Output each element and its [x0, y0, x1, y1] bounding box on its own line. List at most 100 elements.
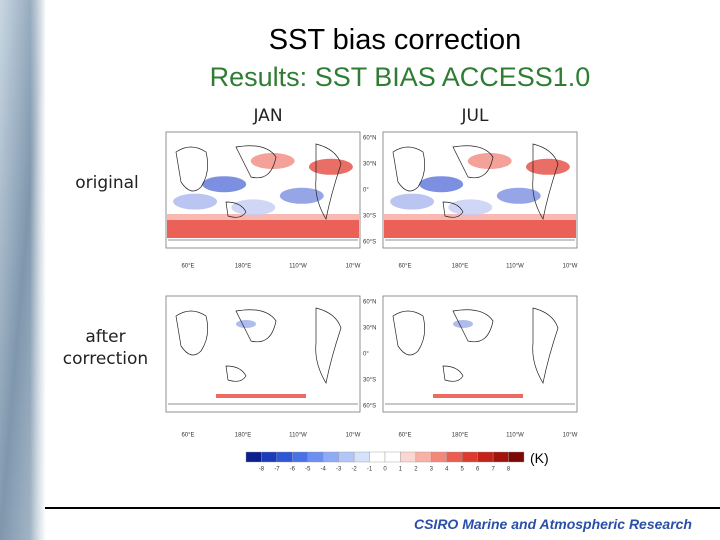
colorbar-label: 8: [507, 467, 511, 473]
lat-label: 0°: [363, 352, 369, 358]
lon-label: 10°W: [346, 433, 361, 439]
colorbar-cell: [477, 451, 494, 463]
column-label: JUL: [461, 106, 489, 126]
map-panel: [165, 131, 361, 249]
lon-label: 180°E: [452, 264, 468, 270]
lat-label: 30°N: [363, 326, 376, 332]
bias-blob: [236, 320, 256, 328]
map-panel: [382, 131, 578, 249]
colorbar: -8 -7 -6 -5 -4 -3 -2 -1 0 1 2 3 4 5 6 7 8: [245, 451, 525, 473]
colorbar-label: 6: [476, 467, 480, 473]
lon-label: 10°W: [563, 433, 578, 439]
map-panel: [165, 295, 361, 413]
lat-label: 0°: [363, 188, 369, 194]
bias-band: [433, 394, 523, 398]
bias-blob: [448, 199, 493, 216]
lon-label: 60°E: [181, 433, 194, 439]
colorbar-label: -3: [336, 467, 342, 473]
colorbar-cell: [292, 451, 308, 463]
lon-label: 110°W: [506, 264, 524, 270]
colorbar-cell: [323, 451, 339, 463]
lat-label: 60°N: [363, 300, 376, 306]
footer: CSIRO Marine and Atmospheric Research: [413, 516, 692, 532]
colorbar-cell: [338, 451, 355, 463]
colorbar-label: 3: [430, 467, 434, 473]
title: SST bias correction: [268, 24, 522, 56]
colorbar-label: -6: [290, 467, 296, 473]
bias-band: [384, 214, 576, 220]
colorbar-cell: [276, 451, 293, 463]
colorbar-label: -1: [367, 467, 373, 473]
colorbar-cell: [431, 451, 447, 463]
coastline: [175, 307, 342, 384]
colorbar-cell: [261, 451, 278, 463]
bias-band: [384, 220, 576, 238]
colorbar-cell: [353, 451, 370, 463]
bias-band: [216, 394, 306, 398]
colorbar-label: -8: [259, 467, 265, 473]
lat-label: 60°N: [363, 136, 376, 142]
colorbar-label: -7: [274, 467, 280, 473]
colorbar-cell: [462, 451, 478, 463]
row-label: after correction: [62, 327, 149, 369]
row-label: original: [75, 173, 139, 193]
lon-label: 110°W: [289, 433, 307, 439]
colorbar-cell: [384, 451, 401, 463]
bias-blob: [419, 176, 464, 193]
lat-label: 60°S: [363, 240, 376, 246]
lon-label: 60°E: [181, 264, 194, 270]
colorbar-cell: [369, 451, 386, 463]
bias-blob: [390, 193, 435, 210]
bias-blob: [231, 199, 276, 216]
colorbar-cell: [307, 451, 324, 463]
coastline: [392, 143, 559, 220]
coastline: [175, 143, 342, 220]
bias-blob: [250, 153, 295, 169]
colorbar-label: -4: [321, 467, 327, 473]
colorbar-cell: [245, 451, 262, 463]
lat-label: 30°S: [363, 378, 376, 384]
lon-label: 180°E: [235, 433, 251, 439]
colorbar-label: 1: [399, 467, 403, 473]
bias-blob: [525, 158, 570, 175]
bias-blob: [453, 320, 473, 328]
bias-blob: [308, 158, 353, 175]
map-frame: [165, 295, 361, 413]
lon-label: 180°E: [235, 264, 251, 270]
bias-band: [167, 220, 359, 238]
bias-band: [167, 214, 359, 220]
bias-blob: [202, 176, 247, 193]
column-label: JAN: [253, 106, 283, 126]
bias-blob: [496, 187, 541, 204]
colorbar-cell: [492, 451, 509, 463]
colorbar-label: 2: [414, 467, 418, 473]
subtitle: Results: SST BIAS ACCESS1.0: [209, 62, 591, 92]
map-panel: [382, 295, 578, 413]
lon-label: 10°W: [346, 264, 361, 270]
colorbar-label: 0: [383, 467, 387, 473]
map-frame: [382, 295, 578, 413]
lon-label: 110°W: [506, 433, 524, 439]
colorbar-cell: [415, 451, 432, 463]
lon-label: 10°W: [563, 264, 578, 270]
bias-blob: [173, 193, 218, 210]
colorbar-cell: [446, 451, 463, 463]
side-fade: [30, 0, 46, 540]
colorbar-cell: [508, 451, 525, 463]
lat-label: 60°S: [363, 404, 376, 410]
coastline: [392, 307, 559, 384]
colorbar-cell: [400, 451, 417, 463]
lat-label: 30°S: [363, 214, 376, 220]
colorbar-label: 7: [491, 467, 495, 473]
bias-blob: [467, 153, 512, 169]
lon-label: 60°E: [398, 264, 411, 270]
lon-label: 110°W: [289, 264, 307, 270]
colorbar-label: 5: [461, 467, 465, 473]
lat-label: 30°N: [363, 162, 376, 168]
colorbar-label: -5: [305, 467, 311, 473]
colorbar-unit: (K): [530, 450, 549, 466]
bias-blob: [279, 187, 324, 204]
maps: 60°N 30°N 0° 30°S 60°S 60°N 30°N 0° 30°S 60°S 60°E…: [165, 131, 578, 439]
